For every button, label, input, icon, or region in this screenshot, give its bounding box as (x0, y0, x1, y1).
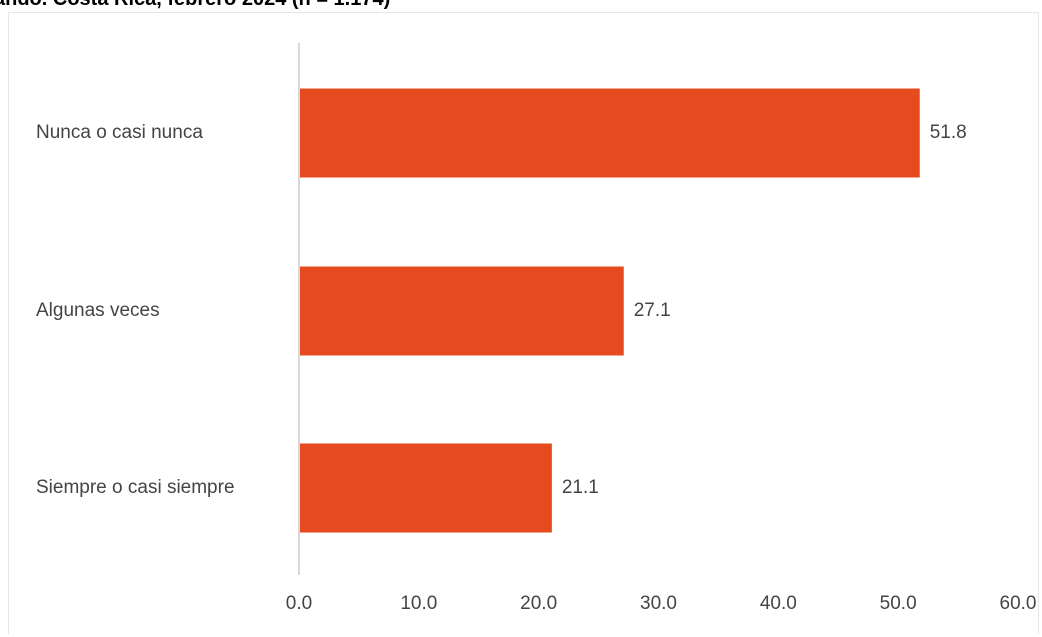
data-label: 21.1 (562, 477, 599, 498)
x-tick-label: 60.0 (1000, 593, 1037, 614)
chart-title-strip: ando. Costa Rica, febrero 2024 (n = 1.17… (0, 0, 1042, 12)
x-tick-label: 10.0 (400, 593, 437, 614)
category-label: Siempre o casi siempre (36, 477, 235, 498)
x-tick-label: 0.0 (286, 593, 312, 614)
category-label: Nunca o casi nunca (36, 122, 203, 143)
x-tick-label: 30.0 (640, 593, 677, 614)
x-tick-label: 50.0 (880, 593, 917, 614)
category-label: Algunas veces (36, 300, 160, 321)
chart-title: ando. Costa Rica, febrero 2024 (n = 1.17… (0, 0, 390, 11)
bar (299, 266, 624, 356)
data-label: 51.8 (930, 122, 967, 143)
data-label: 27.1 (634, 300, 671, 321)
x-tick-label: 40.0 (760, 593, 797, 614)
x-tick-label: 20.0 (520, 593, 557, 614)
bar (299, 443, 552, 533)
bar (299, 88, 920, 178)
